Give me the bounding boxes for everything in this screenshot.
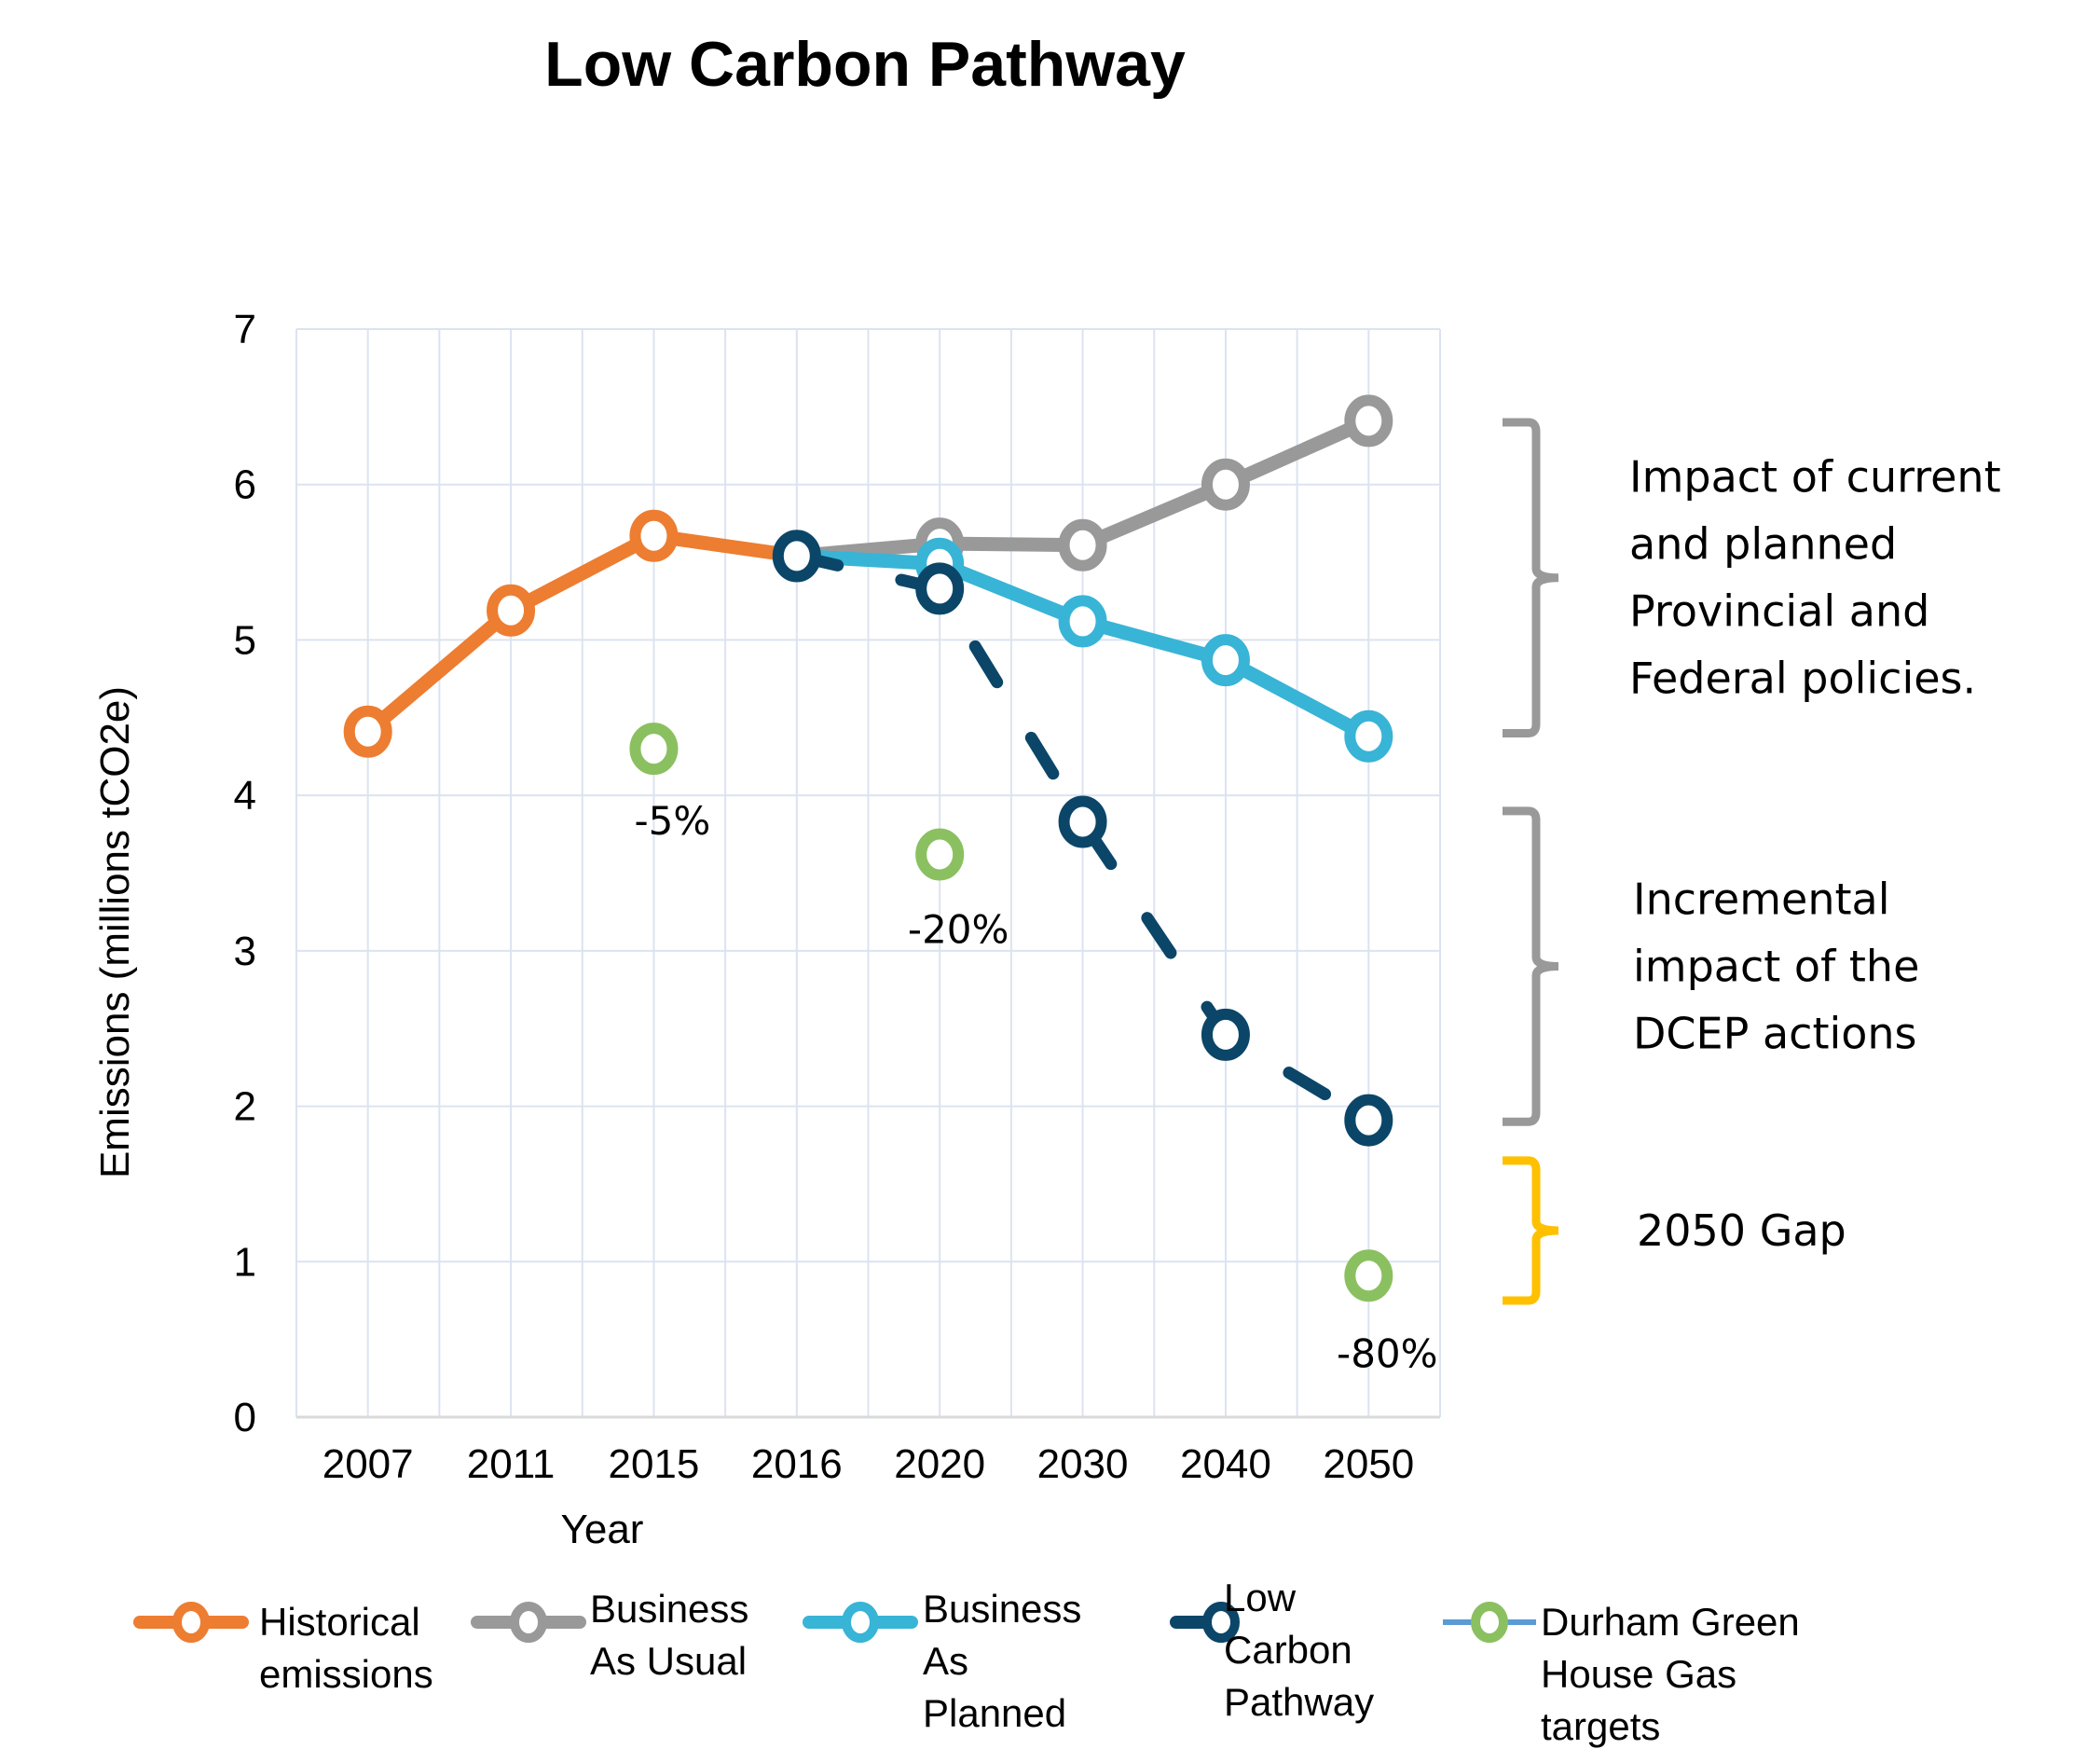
legend-marker-icon xyxy=(842,1602,879,1643)
legend-label: Durham Green xyxy=(1541,1600,1800,1644)
target-percent-label: -80% xyxy=(1337,1331,1438,1377)
legend-marker-icon xyxy=(1471,1602,1508,1643)
legend-item: Durham Green House Gas targets xyxy=(1443,1600,1800,1748)
bracket-label: Incremental xyxy=(1633,874,1889,925)
data-point-marker xyxy=(629,723,679,776)
x-axis-ticks: 2007 2011 2015 2016 2020 2030 2040 2050 xyxy=(323,1441,1415,1487)
data-point-marker xyxy=(915,562,965,615)
data-point-marker xyxy=(1201,1008,1250,1061)
data-point-marker xyxy=(1344,1094,1393,1147)
legend-marker-icon xyxy=(510,1602,547,1643)
data-point-marker xyxy=(1344,709,1393,763)
y-tick-label: 2 xyxy=(234,1084,256,1130)
bracket-label: and planned xyxy=(1629,519,1897,570)
data-point-marker xyxy=(915,828,965,881)
bracket-label: DCEP actions xyxy=(1633,1009,1917,1059)
legend-label: emissions xyxy=(259,1652,433,1696)
legend-label: Carbon xyxy=(1224,1628,1352,1672)
legend-label: targets xyxy=(1541,1704,1660,1748)
series-layer xyxy=(343,394,1393,1302)
annotations: -5% -20% -80% xyxy=(635,798,1438,1377)
y-tick-label: 1 xyxy=(234,1239,256,1285)
y-tick-label: 0 xyxy=(234,1395,256,1440)
bracket-label: 2050 Gap xyxy=(1637,1205,1846,1256)
legend-label: As xyxy=(923,1639,968,1683)
data-point-marker xyxy=(1344,1249,1393,1302)
x-tick-label: 2015 xyxy=(608,1441,699,1487)
data-point-marker xyxy=(1058,595,1107,648)
legend-marker-icon xyxy=(1202,1602,1240,1643)
y-axis-ticks: 0 1 2 3 4 5 6 7 xyxy=(234,307,256,1440)
bracket-label: Impact of current xyxy=(1629,452,2001,503)
x-axis-title: Year xyxy=(561,1507,644,1552)
y-tick-label: 3 xyxy=(234,929,256,974)
y-tick-label: 4 xyxy=(234,773,256,819)
x-tick-label: 2030 xyxy=(1037,1441,1129,1487)
legend-label: As Usual xyxy=(590,1639,747,1683)
brackets: Impact of current and planned Provincial a… xyxy=(1503,418,2001,1305)
data-point-marker xyxy=(343,705,392,758)
chart-title: Low Carbon Pathway xyxy=(544,29,1186,100)
y-axis-title: Emissions (millions tCO2e) xyxy=(92,686,138,1178)
legend-label: House Gas xyxy=(1541,1652,1736,1696)
data-point-marker xyxy=(1201,458,1250,511)
data-point-marker xyxy=(1201,634,1250,687)
data-point-marker xyxy=(1344,394,1393,448)
bracket-label: impact of the xyxy=(1633,942,1919,992)
x-tick-label: 2020 xyxy=(894,1441,985,1487)
x-tick-label: 2040 xyxy=(1180,1441,1271,1487)
legend-item: Business As Usual xyxy=(471,1587,748,1683)
legend-label: Business xyxy=(923,1587,1081,1631)
target-percent-label: -5% xyxy=(635,798,711,844)
data-point-marker xyxy=(1058,795,1107,848)
series-durham-green-house-gas-targets xyxy=(629,723,1393,1302)
y-tick-label: 5 xyxy=(234,617,256,663)
series-line xyxy=(361,529,804,739)
legend-item: Business As Planned xyxy=(803,1587,1081,1735)
data-point-marker xyxy=(487,584,536,637)
legend-label: Low xyxy=(1224,1576,1297,1619)
bracket-label: Provincial and xyxy=(1629,586,1929,637)
y-tick-label: 7 xyxy=(234,307,256,352)
gridlines xyxy=(295,328,1441,1419)
target-percent-label: -20% xyxy=(908,907,1009,953)
legend-label: Business xyxy=(590,1587,748,1631)
data-point-marker xyxy=(772,530,821,583)
x-tick-label: 2007 xyxy=(323,1441,414,1487)
legend-item: Low Carbon Pathway xyxy=(1170,1576,1374,1724)
legend-label: Pathway xyxy=(1224,1680,1374,1724)
brace-bracket xyxy=(1503,418,1559,737)
legend-item: Historical emissions xyxy=(133,1600,433,1696)
series-low-carbon-pathway xyxy=(772,530,1393,1147)
x-tick-label: 2011 xyxy=(467,1441,556,1487)
x-tick-label: 2016 xyxy=(751,1441,843,1487)
brace-bracket xyxy=(1503,806,1559,1126)
x-tick-label: 2050 xyxy=(1323,1441,1414,1487)
data-point-marker xyxy=(629,509,679,562)
y-tick-label: 6 xyxy=(234,462,256,508)
bracket-label: Federal policies. xyxy=(1629,654,1976,704)
legend-label: Planned xyxy=(923,1691,1066,1735)
legend-marker-icon xyxy=(172,1602,210,1643)
brace-bracket xyxy=(1503,1156,1559,1305)
legend-label: Historical xyxy=(259,1600,420,1644)
data-point-marker xyxy=(1058,518,1107,572)
